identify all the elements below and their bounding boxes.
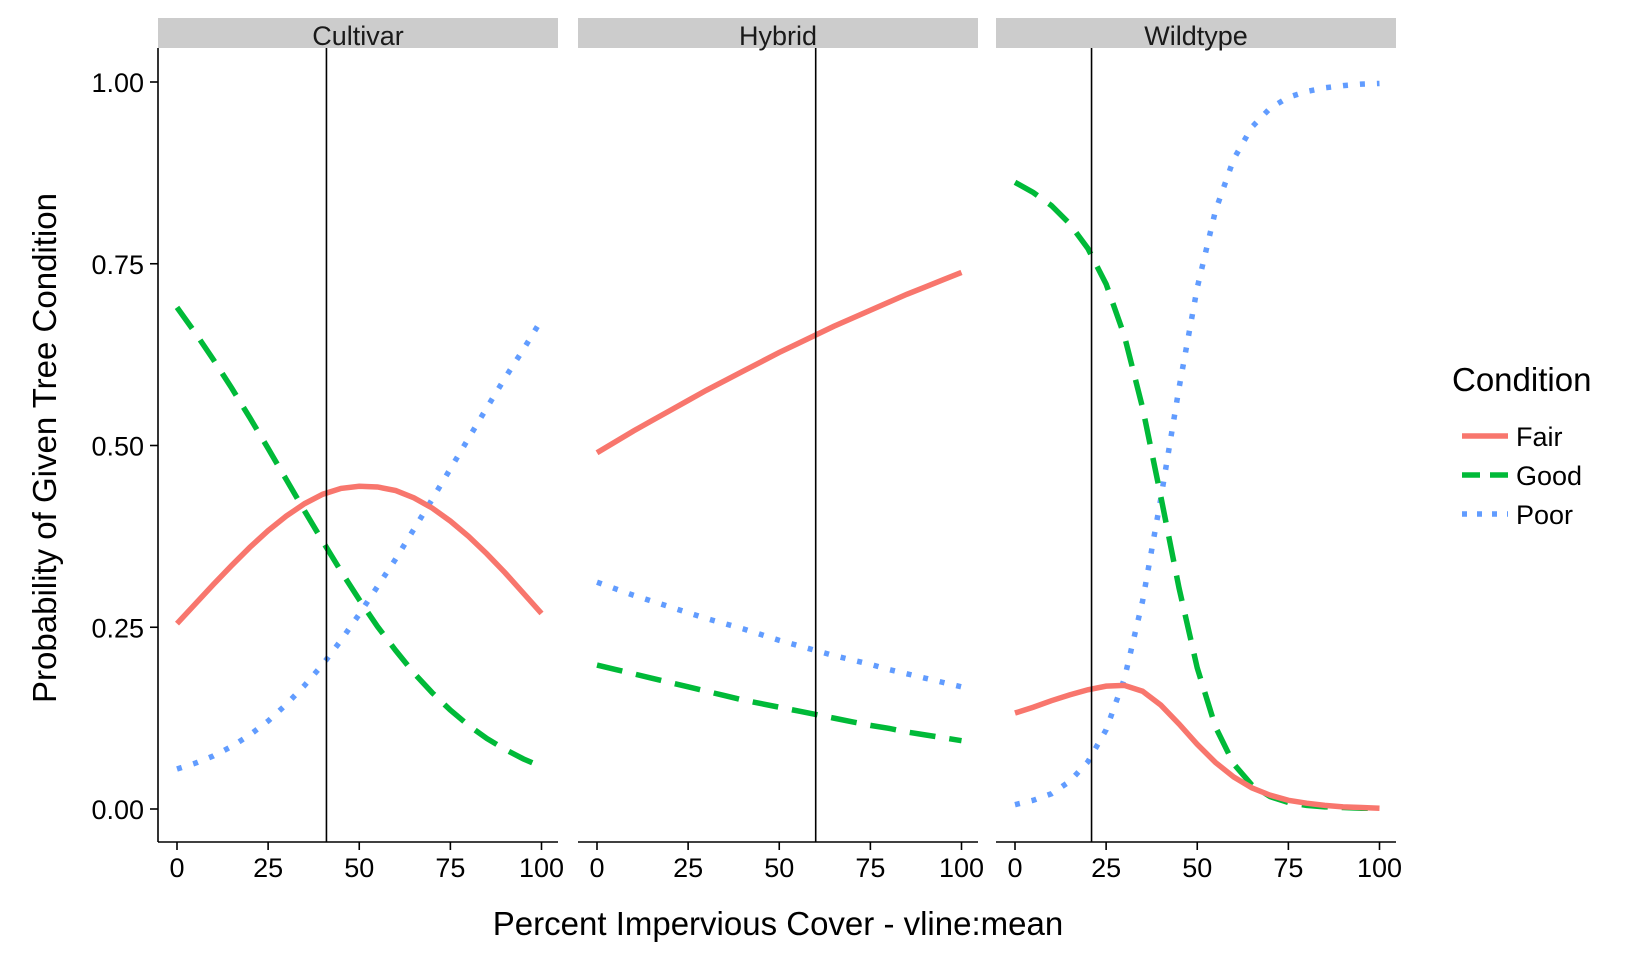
y-tick-label: 1.00 [91, 68, 144, 98]
facet-strip [996, 18, 1396, 48]
x-tick-label: 100 [939, 853, 984, 883]
legend-item-good: Good [1462, 461, 1582, 491]
legend-item-poor: Poor [1462, 500, 1573, 530]
series-line-fair [174, 483, 544, 626]
series-line-poor [1014, 80, 1380, 808]
facet-strip [578, 18, 978, 48]
x-axis-title: Percent Impervious Cover - vline:mean [493, 905, 1063, 942]
legend-label-poor: Poor [1516, 500, 1573, 530]
y-tick-label: 0.25 [91, 613, 144, 643]
series-line-good [596, 662, 962, 744]
series-lines [1013, 80, 1380, 812]
series-line-good [1013, 179, 1380, 812]
y-axis-title: Probability of Given Tree Condition [26, 193, 63, 703]
y-tick-label: 0.00 [91, 795, 144, 825]
facet-strip-label: Hybrid [739, 21, 817, 51]
x-tick-label: 50 [764, 853, 794, 883]
y-tick-label: 0.50 [91, 432, 144, 462]
series-line-good [174, 305, 543, 770]
legend-label-good: Good [1516, 461, 1582, 491]
x-tick-label: 50 [1182, 853, 1212, 883]
x-tick-label: 75 [435, 853, 465, 883]
x-tick-label: 25 [1091, 853, 1121, 883]
facet-strip-label: Wildtype [1144, 21, 1248, 51]
series-line-poor [596, 579, 963, 690]
x-tick-label: 0 [169, 853, 184, 883]
series-lines [174, 305, 544, 772]
x-tick-label: 25 [673, 853, 703, 883]
series-line-fair [595, 269, 963, 456]
panel-cultivar: Cultivar 0 25 50 75 100 [158, 18, 564, 883]
x-tick-label: 0 [1007, 853, 1022, 883]
x-tick-label: 25 [253, 853, 283, 883]
x-tick-label: 100 [1357, 853, 1402, 883]
series-line-fair [1014, 682, 1380, 812]
legend-title: Condition [1452, 361, 1591, 398]
panel-wildtype: Wildtype 0 25 50 75 100 [996, 18, 1402, 883]
panel-hybrid: Hybrid 0 25 50 75 100 [578, 18, 984, 883]
series-lines [595, 269, 963, 744]
x-tick-label: 75 [1273, 853, 1303, 883]
y-tick-label: 0.75 [91, 250, 144, 280]
x-tick-label: 0 [589, 853, 604, 883]
legend-entries: Fair Good Poor [1462, 422, 1582, 530]
x-tick-label: 75 [855, 853, 885, 883]
y-axis: 0.00 0.25 0.50 0.75 1.00 [91, 48, 159, 842]
legend: Condition Fair Good Poor [1452, 361, 1591, 530]
x-tick-label: 50 [344, 853, 374, 883]
x-tick-label: 100 [519, 853, 564, 883]
facet-strip [158, 18, 558, 48]
legend-item-fair: Fair [1462, 422, 1563, 452]
legend-label-fair: Fair [1516, 422, 1563, 452]
facet-strip-label: Cultivar [312, 21, 404, 51]
